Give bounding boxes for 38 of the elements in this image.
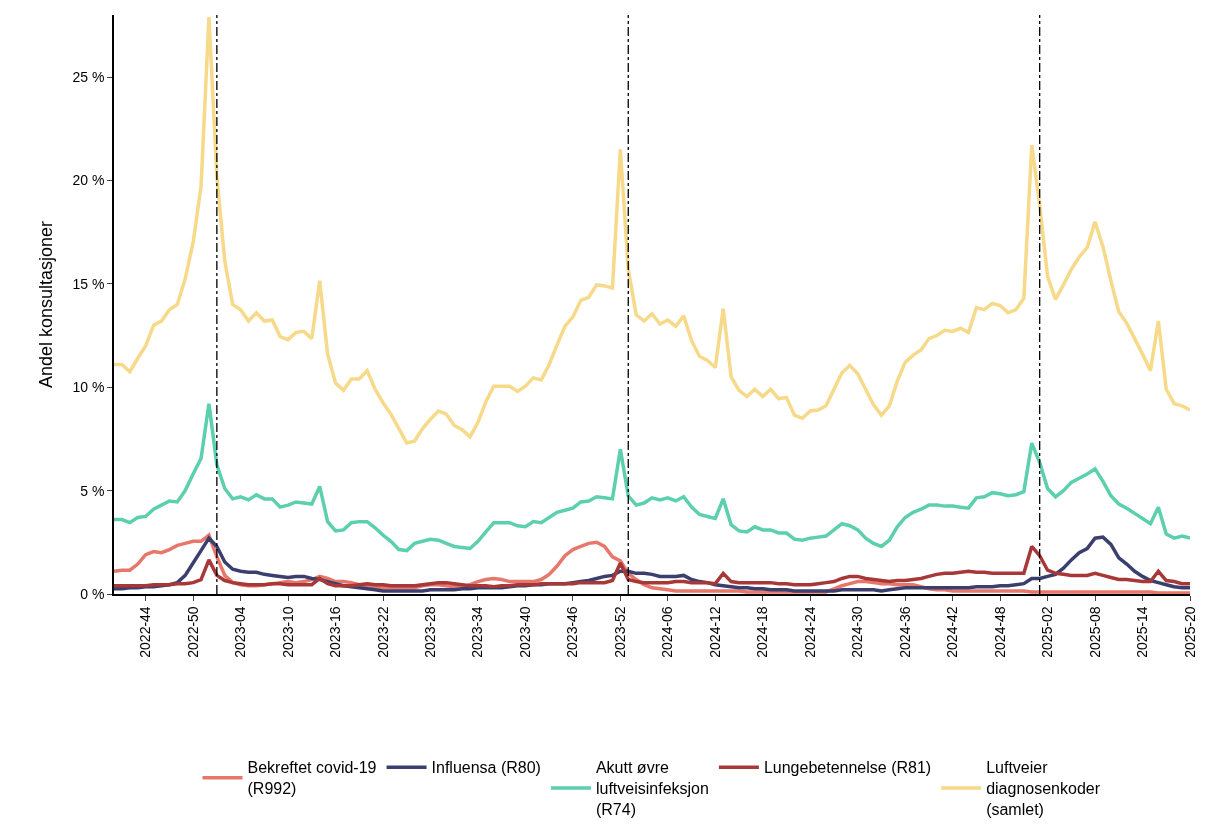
legend-label: Luftveier diagnosenkoder (samlet)	[986, 759, 1101, 819]
legend-label: Bekreftet covid-19 (R992)	[247, 759, 377, 798]
y-tick-label: 10 %	[72, 379, 105, 396]
legend-label: Lungebetennelse (R81)	[763, 759, 932, 777]
x-tick-label: 2024-36	[896, 606, 913, 658]
x-tick-label: 2023-10	[279, 606, 296, 658]
x-tick-label: 2023-40	[516, 606, 533, 658]
x-tick-label: 2024-12	[706, 606, 723, 658]
x-tick-label: 2023-16	[327, 606, 344, 658]
x-tick-label: 2023-34	[469, 606, 486, 658]
x-tick-label: 2024-30	[849, 606, 866, 658]
legend-label: Influensa (R80)	[431, 759, 541, 777]
y-tick-label: 15 %	[72, 275, 105, 292]
y-tick-label: 20 %	[72, 172, 105, 189]
x-tick-label: 2024-18	[754, 606, 771, 658]
x-tick-label: 2023-46	[564, 606, 581, 658]
x-tick-label: 2022-50	[184, 606, 201, 658]
x-tick-label: 2025-14	[1134, 606, 1151, 658]
x-tick-label: 2024-24	[801, 606, 818, 658]
x-tick-label: 2024-48	[991, 606, 1008, 658]
x-tick-label: 2024-42	[944, 606, 961, 658]
y-tick-label: 0 %	[80, 585, 105, 602]
x-tick-label: 2025-02	[1039, 606, 1056, 658]
line-series	[114, 402, 1190, 553]
x-tick-label: 2023-52	[611, 606, 628, 658]
x-tick-label: 2022-44	[137, 606, 154, 658]
x-tick-label: 2023-22	[374, 606, 391, 658]
y-tick-label: 5 %	[80, 482, 105, 499]
legend-label: Akutt øvre luftveisinfeksjon (R74)	[595, 759, 709, 819]
line-series	[114, 15, 1190, 445]
y-axis-title: Andel konsultasjoner	[36, 220, 57, 389]
x-tick-label: 2025-08	[1086, 606, 1103, 658]
x-tick-label: 2024-06	[659, 606, 676, 658]
y-tick-label: 25 %	[72, 68, 105, 85]
line-series	[114, 544, 1190, 589]
x-tick-label: 2023-04	[232, 606, 249, 658]
x-tick-label: 2023-28	[422, 606, 439, 658]
x-tick-label: 2025-20	[1181, 606, 1198, 658]
